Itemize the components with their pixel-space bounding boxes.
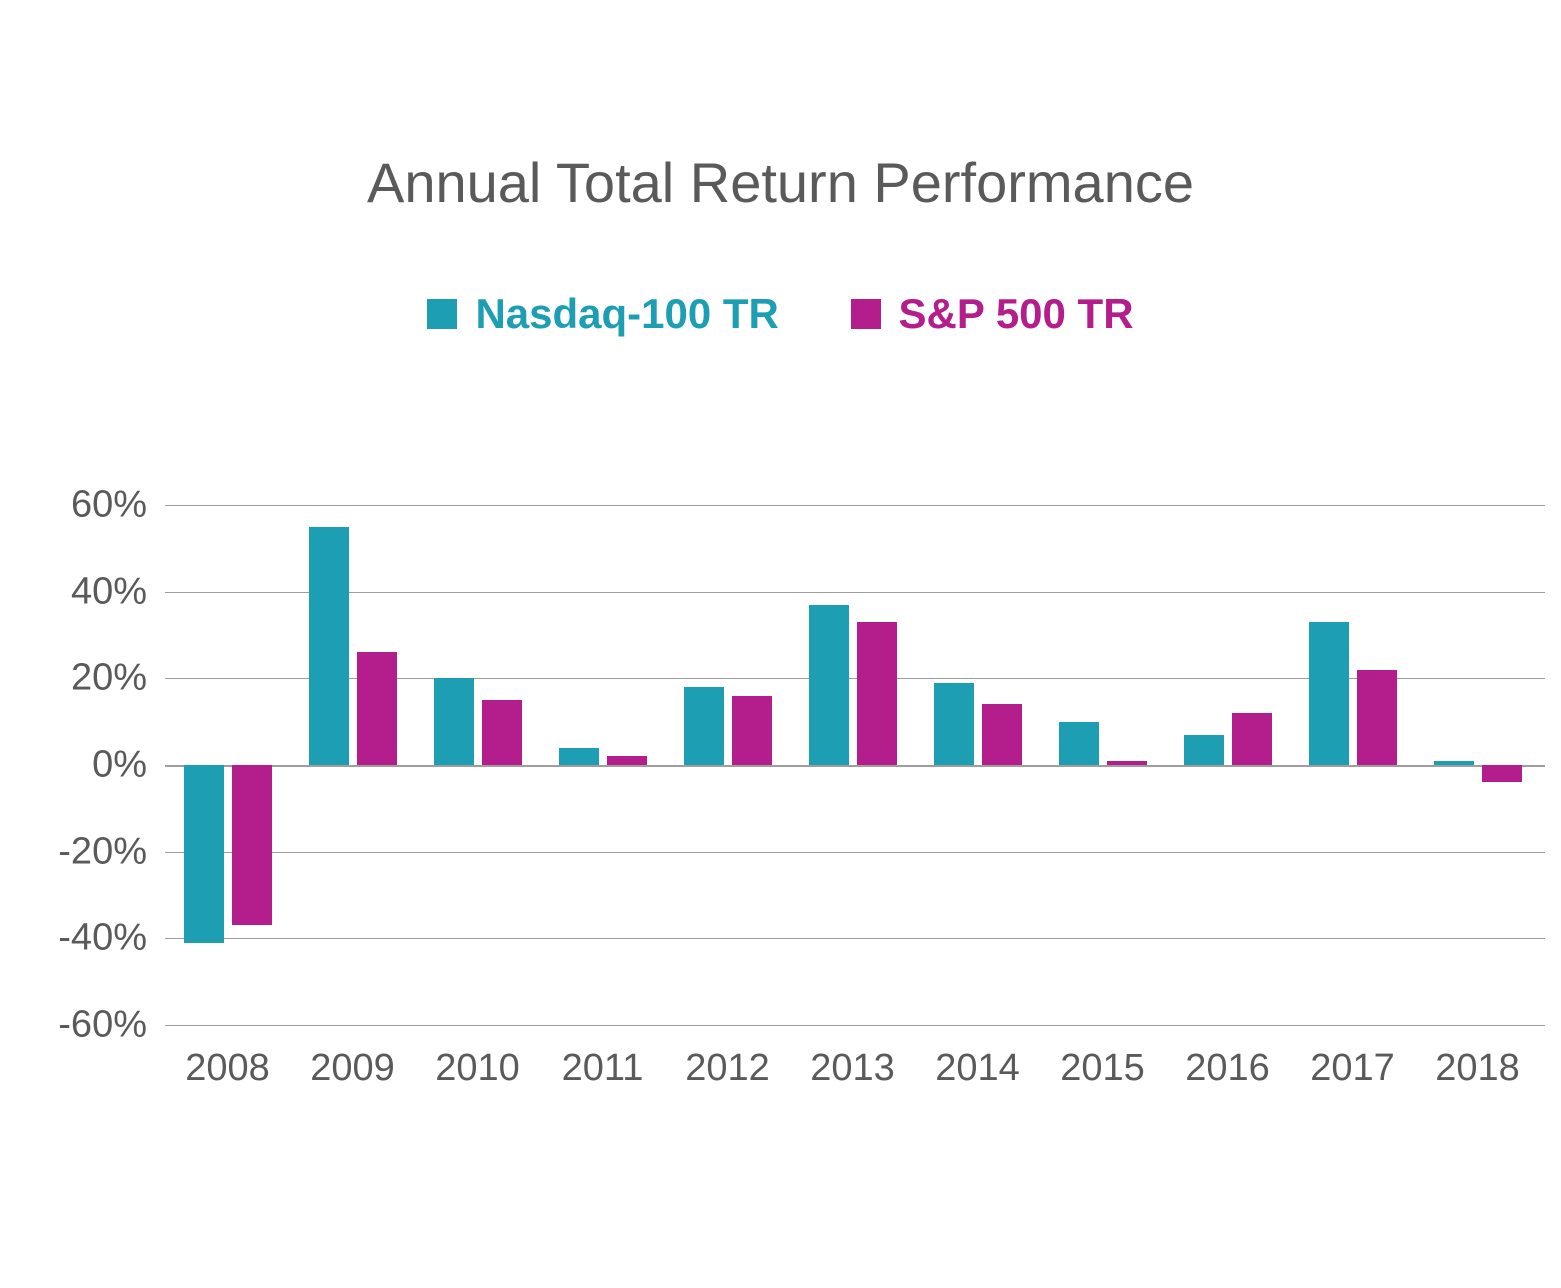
bar <box>232 765 272 925</box>
x-axis-label: 2011 <box>562 1047 644 1090</box>
bar <box>1482 765 1522 782</box>
x-axis-label: 2010 <box>435 1047 520 1090</box>
bar <box>482 700 522 765</box>
chart-legend: Nasdaq-100 TR S&P 500 TR <box>0 290 1561 339</box>
bar <box>1309 622 1349 765</box>
x-axis-label: 2014 <box>935 1047 1020 1090</box>
x-axis-label: 2008 <box>185 1047 270 1090</box>
bar <box>184 765 224 943</box>
legend-swatch-icon <box>427 299 457 329</box>
y-axis-label: 40% <box>71 570 165 613</box>
bar <box>982 704 1022 765</box>
bar <box>434 678 474 765</box>
bar <box>559 748 599 765</box>
bar <box>732 696 772 765</box>
bar <box>309 527 349 765</box>
gridline <box>165 505 1545 506</box>
bar <box>1232 713 1272 765</box>
y-axis-label: 0% <box>92 744 165 787</box>
gridline <box>165 1025 1545 1026</box>
legend-item-sp500: S&P 500 TR <box>851 290 1134 338</box>
bar <box>1184 735 1224 765</box>
x-axis-label: 2018 <box>1435 1047 1520 1090</box>
x-axis-label: 2016 <box>1185 1047 1270 1090</box>
bar <box>1434 761 1474 765</box>
y-axis-label: -60% <box>58 1004 165 1047</box>
bar <box>857 622 897 765</box>
plot-area: -60%-40%-20%0%20%40%60%20082009201020112… <box>165 505 1545 1025</box>
gridline <box>165 852 1545 853</box>
bar <box>607 756 647 765</box>
chart-title: Annual Total Return Performance <box>0 150 1561 215</box>
bar <box>1107 761 1147 765</box>
bar <box>1357 670 1397 765</box>
legend-label: Nasdaq-100 TR <box>475 290 778 338</box>
bar <box>684 687 724 765</box>
bar <box>809 605 849 765</box>
legend-item-nasdaq: Nasdaq-100 TR <box>427 290 778 338</box>
bar <box>357 652 397 765</box>
legend-swatch-icon <box>851 299 881 329</box>
gridline <box>165 765 1545 767</box>
x-axis-label: 2015 <box>1060 1047 1145 1090</box>
x-axis-label: 2009 <box>310 1047 395 1090</box>
y-axis-label: -40% <box>58 917 165 960</box>
bar <box>1059 722 1099 765</box>
x-axis-label: 2012 <box>685 1047 770 1090</box>
chart-container: Annual Total Return Performance Nasdaq-1… <box>0 0 1561 1288</box>
legend-label: S&P 500 TR <box>899 290 1134 338</box>
y-axis-label: -20% <box>58 830 165 873</box>
x-axis-label: 2013 <box>810 1047 895 1090</box>
bar <box>934 683 974 765</box>
y-axis-label: 20% <box>71 657 165 700</box>
x-axis-label: 2017 <box>1310 1047 1395 1090</box>
gridline <box>165 592 1545 593</box>
gridline <box>165 938 1545 939</box>
y-axis-label: 60% <box>71 484 165 527</box>
